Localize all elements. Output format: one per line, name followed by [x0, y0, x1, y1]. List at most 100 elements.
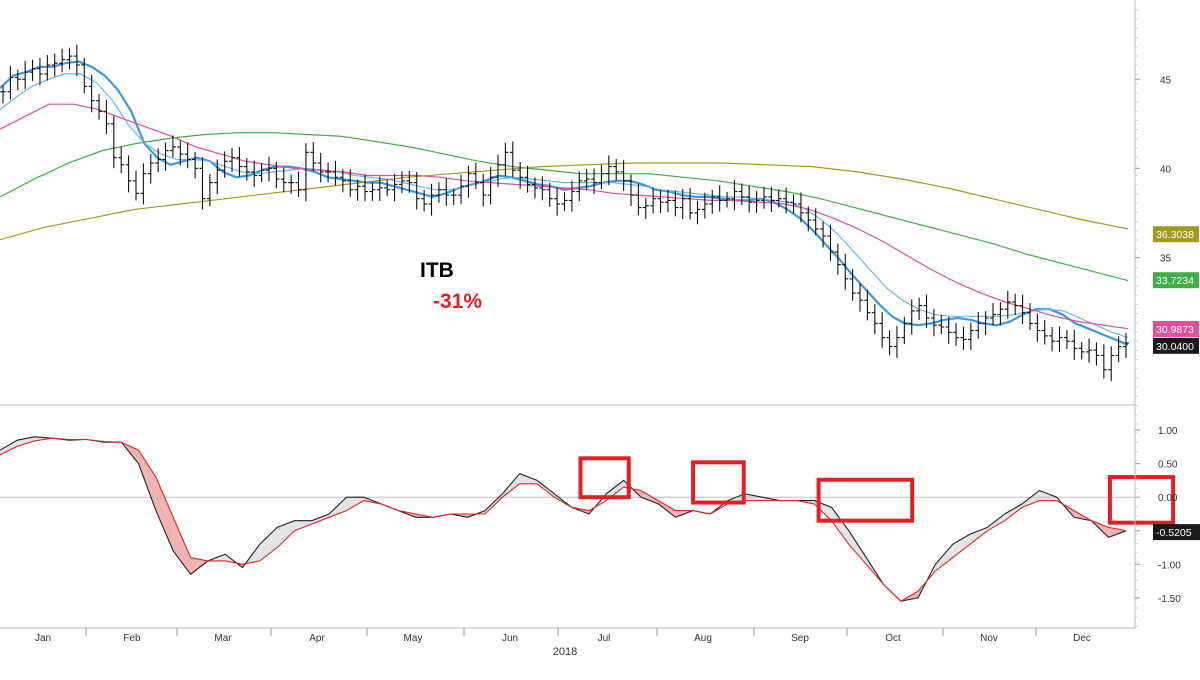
price-bar — [51, 53, 58, 77]
price-bar — [953, 322, 960, 346]
overlay-green-ma — [0, 132, 1129, 282]
price-bar — [206, 173, 213, 207]
oscillator-fill-segment — [485, 493, 503, 514]
price-tick-label: 35 — [1160, 253, 1172, 264]
month-label: Oct — [885, 633, 901, 644]
price-bar — [687, 187, 694, 220]
price-bar — [450, 188, 457, 206]
price-tick-label: 40 — [1160, 164, 1172, 175]
price-bar — [1100, 344, 1107, 379]
oscillator-fill-segment — [173, 517, 191, 575]
price-bar — [967, 322, 974, 350]
oscillator-fill-segment — [848, 530, 867, 565]
price-bar — [657, 189, 664, 214]
price-bar — [746, 185, 753, 213]
price-bar — [879, 312, 886, 348]
price-bar — [901, 316, 908, 345]
oscillator-line-red — [0, 437, 1127, 602]
oscillator-fill-segment — [935, 544, 953, 571]
price-bar — [132, 170, 139, 201]
price-bar — [472, 162, 479, 190]
month-label: Dec — [1073, 633, 1091, 644]
price-bar — [1056, 326, 1063, 353]
price-bar — [1019, 294, 1026, 324]
price-tick-label: 45 — [1160, 75, 1172, 86]
price-bar — [288, 174, 295, 194]
oscillator-fill-segment — [138, 450, 156, 511]
axes-layer: 3540451.000.500.00-0.50-1.00-1.50JanFebM… — [0, 0, 1181, 644]
price-bar — [221, 151, 228, 178]
price-bar — [406, 170, 413, 193]
month-label: Jul — [598, 633, 611, 644]
price-bar — [73, 44, 80, 77]
price-bar — [642, 198, 649, 220]
month-label: Feb — [123, 633, 141, 644]
value-tag-box — [1153, 226, 1199, 243]
price-bar — [480, 173, 487, 207]
price-bar — [103, 99, 110, 135]
price-bar — [561, 192, 568, 212]
price-bar — [546, 182, 553, 207]
price-bar — [1115, 336, 1122, 362]
price-bar — [768, 186, 775, 212]
month-label: Jan — [35, 633, 51, 644]
price-bar — [317, 152, 324, 183]
price-bar — [1012, 293, 1019, 315]
oscillator-fill-segment — [17, 436, 35, 447]
oscillator-tick-label: 1.00 — [1158, 426, 1178, 437]
price-bar — [990, 302, 997, 326]
price-bar — [339, 169, 346, 193]
price-bar — [945, 316, 952, 344]
price-bar — [66, 47, 73, 70]
price-bar — [857, 283, 864, 312]
price-bar — [332, 160, 339, 186]
price-bar — [568, 180, 575, 212]
price-bar — [192, 152, 199, 179]
price-bar — [531, 177, 538, 199]
price-bar — [347, 169, 354, 197]
value-tag: 33.7234 — [1153, 272, 1199, 289]
ticker-label: ITB — [420, 259, 454, 282]
price-bar — [554, 187, 561, 216]
price-bar — [1086, 338, 1093, 363]
price-bar — [14, 69, 21, 91]
price-bar — [280, 167, 287, 193]
price-bar — [1123, 332, 1129, 358]
price-bar — [251, 160, 258, 187]
price-bar — [886, 330, 893, 356]
price-bar — [908, 299, 915, 335]
price-bar — [398, 171, 405, 194]
oscillator-fill-segment — [502, 473, 520, 498]
price-bar — [842, 253, 849, 290]
price-bar — [413, 172, 420, 210]
price-bar — [169, 135, 176, 158]
price-bar — [155, 148, 162, 173]
value-tag-label: 33.7234 — [1156, 275, 1194, 287]
oscillator-line-black — [0, 436, 1127, 602]
price-bar — [428, 183, 435, 216]
price-bar — [724, 191, 731, 208]
price-bar — [147, 153, 154, 184]
oscillator-fill-segment — [952, 534, 971, 558]
price-bar — [22, 60, 29, 90]
month-label: Sep — [791, 633, 809, 644]
price-bar — [605, 155, 612, 186]
price-bar — [1004, 290, 1011, 319]
price-bar — [443, 178, 450, 206]
price-bar — [236, 146, 243, 177]
oscillator-fill-segment — [1004, 503, 1023, 521]
price-bar — [421, 189, 428, 212]
value-tag-label: 30.0400 — [1156, 341, 1194, 353]
oscillator-fill-segment — [311, 514, 330, 524]
price-bar — [731, 180, 738, 211]
price-bar — [1034, 313, 1041, 342]
price-bar — [229, 147, 236, 173]
oscillator-tick-label: 0.50 — [1158, 460, 1178, 471]
price-bar — [716, 185, 723, 212]
oscillator-layer — [0, 436, 1176, 602]
price-bar — [664, 189, 671, 213]
price-bar — [916, 297, 923, 321]
value-tag-label: 30.9873 — [1156, 324, 1194, 336]
